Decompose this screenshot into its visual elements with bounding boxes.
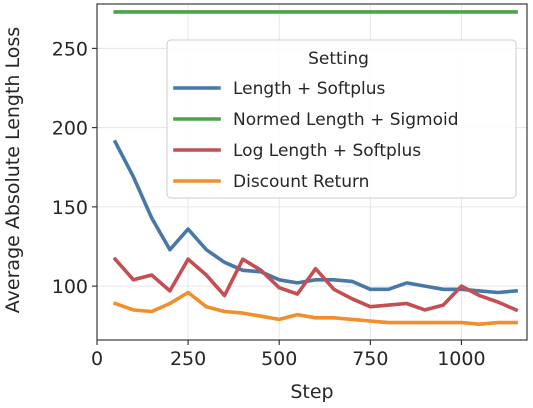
x-tick-label: 1000 [437, 348, 485, 370]
series-line-1 [112, 139, 519, 295]
axes: 0 250 500 750 1000 100 150 200 250 Step Average Ab… [2, 3, 528, 403]
y-axis-label: Average Absolute Length Loss [2, 27, 24, 313]
x-tick-label: 0 [91, 348, 103, 370]
series-line-4 [112, 290, 518, 327]
plot-frame [96, 3, 528, 341]
legend-box [166, 39, 517, 199]
series-line-3 [112, 256, 519, 313]
legend-label-2: Normed Length + Sigmoid [233, 110, 459, 130]
y-tick-label: 250 [52, 38, 88, 60]
y-tick-label: 100 [52, 276, 88, 298]
legend-label-1: Length + Softplus [233, 79, 386, 99]
legend-label-4: Discount Return [233, 172, 369, 192]
legend-title: Setting [308, 49, 369, 69]
y-tick-label: 200 [52, 118, 88, 140]
series-layer [112, 10, 519, 327]
x-axis-label: Step [290, 381, 333, 403]
x-tick-label: 500 [261, 348, 297, 370]
x-tick-label: 250 [170, 348, 206, 370]
y-tick-label: 150 [52, 197, 88, 219]
legend-label-3: Log Length + Softplus [233, 141, 421, 161]
x-tick-label: 750 [352, 348, 388, 370]
legend: Setting Length + Softplus Normed Length + … [166, 39, 517, 199]
